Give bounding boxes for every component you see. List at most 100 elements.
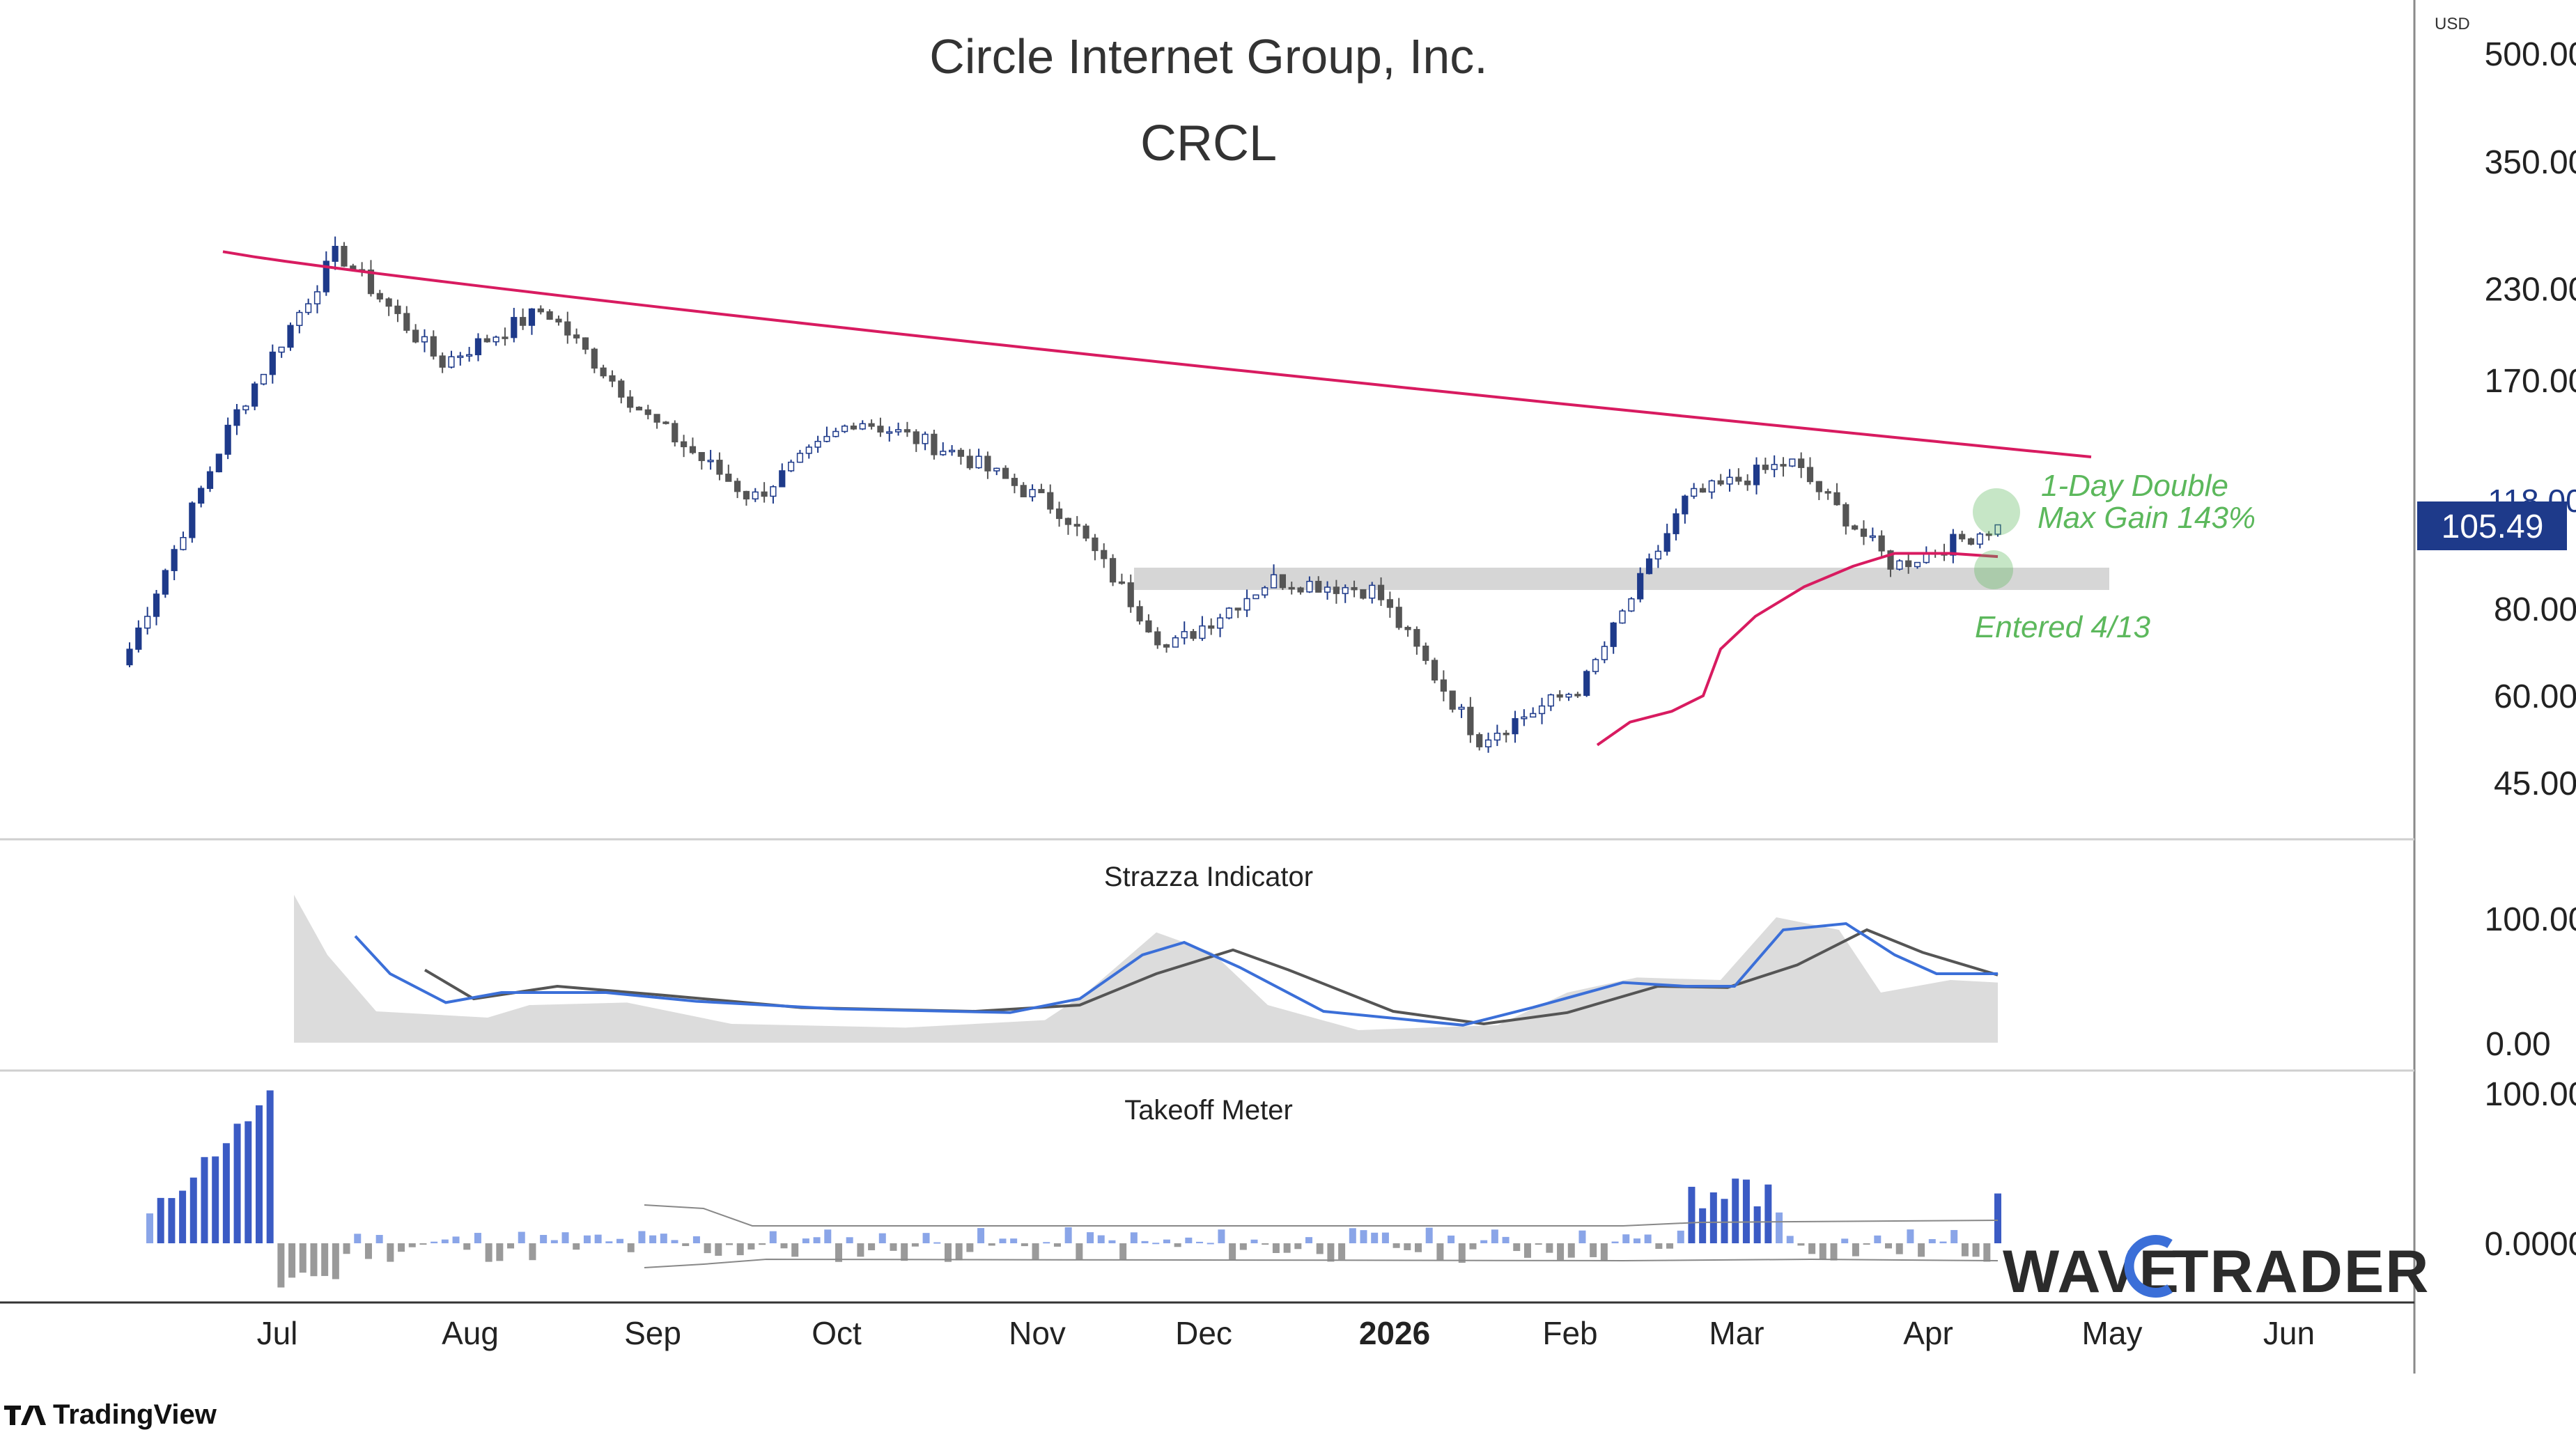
- candle: [635, 406, 643, 411]
- takeoff-bar: [1087, 1232, 1094, 1243]
- candle: [1127, 574, 1134, 613]
- candle: [135, 620, 142, 653]
- candle: [573, 328, 580, 344]
- takeoff-bar: [419, 1243, 427, 1245]
- takeoff-bar: [1130, 1232, 1138, 1243]
- candle: [796, 449, 804, 463]
- takeoff-bar: [824, 1229, 832, 1243]
- takeoff-bar: [1349, 1228, 1356, 1243]
- takeoff-bar: [1469, 1243, 1477, 1250]
- candle: [511, 307, 518, 343]
- candle: [1324, 581, 1331, 600]
- candle: [1789, 458, 1796, 467]
- candle: [1377, 577, 1385, 606]
- takeoff-bar: [1305, 1237, 1313, 1243]
- gain-annotation-line2: Max Gain 143%: [2038, 501, 2256, 535]
- candle: [814, 435, 821, 453]
- candle: [1395, 598, 1402, 630]
- candle: [144, 607, 151, 635]
- gain-annotation-line1: 1-Day Double: [2041, 469, 2228, 503]
- candle: [1994, 524, 2001, 537]
- takeoff-bar: [1436, 1243, 1444, 1261]
- takeoff-bar: [474, 1233, 481, 1243]
- takeoff-bar: [299, 1243, 307, 1273]
- entry-marker-circle: [1974, 550, 2013, 589]
- takeoff-bar: [1950, 1229, 1958, 1243]
- candle: [287, 322, 294, 351]
- candle: [189, 501, 196, 543]
- takeoff-bar: [452, 1236, 460, 1243]
- month-label: 2026: [1359, 1315, 1430, 1351]
- candle: [564, 311, 571, 344]
- candle: [520, 308, 527, 330]
- takeoff-bar: [1327, 1243, 1335, 1262]
- takeoff-bar: [857, 1243, 864, 1257]
- takeoff-bar: [212, 1156, 219, 1243]
- takeoff-bar: [660, 1234, 667, 1243]
- takeoff-bar: [1546, 1243, 1553, 1253]
- candlestick-series: [126, 236, 2001, 753]
- candle: [582, 337, 589, 355]
- takeoff-bar: [332, 1243, 339, 1279]
- takeoff-bar: [616, 1238, 624, 1243]
- candle: [1092, 534, 1099, 561]
- candle: [1959, 531, 1966, 543]
- takeoff-bar: [1174, 1243, 1181, 1247]
- candle: [1824, 488, 1831, 500]
- takeoff-bar: [1294, 1243, 1302, 1250]
- candle: [1682, 495, 1689, 524]
- candle: [877, 417, 884, 437]
- candle: [528, 308, 536, 335]
- takeoff-bar: [266, 1090, 274, 1243]
- candle: [412, 324, 419, 343]
- strazza-tick-100: 100.00: [2485, 901, 2576, 938]
- candle: [1449, 690, 1456, 713]
- candle: [725, 465, 732, 482]
- candle: [1654, 545, 1661, 568]
- takeoff-bar: [1655, 1243, 1663, 1249]
- candle: [1753, 457, 1760, 495]
- takeoff-bar: [1776, 1212, 1783, 1243]
- candle: [1404, 625, 1411, 637]
- takeoff-bar: [671, 1240, 678, 1243]
- takeoff-bar: [682, 1243, 690, 1246]
- takeoff-bar: [813, 1237, 821, 1243]
- candle: [242, 405, 249, 414]
- takeoff-bar: [179, 1190, 187, 1243]
- takeoff-bar: [769, 1231, 777, 1243]
- price-axis-tick: 170.00: [2485, 363, 2576, 400]
- candle: [457, 352, 464, 366]
- candle: [1699, 483, 1707, 493]
- takeoff-bar: [583, 1235, 591, 1243]
- candle: [224, 417, 231, 460]
- candle: [376, 290, 383, 303]
- price-axis-tick: 350.00: [2485, 144, 2576, 181]
- takeoff-bar: [1392, 1243, 1400, 1248]
- candle: [672, 420, 678, 446]
- candle: [1842, 502, 1849, 535]
- candle: [841, 424, 848, 433]
- candle: [1476, 732, 1483, 751]
- takeoff-bar: [507, 1243, 515, 1249]
- candle: [1905, 552, 1912, 574]
- takeoff-bar: [463, 1243, 471, 1250]
- takeoff-bar: [1338, 1243, 1346, 1260]
- candle: [260, 373, 267, 386]
- candle: [1744, 474, 1751, 491]
- takeoff-bar: [878, 1233, 886, 1243]
- takeoff-bar: [1874, 1235, 1881, 1243]
- candle: [1637, 567, 1644, 602]
- candle: [984, 451, 991, 479]
- candle: [1020, 482, 1027, 497]
- candle: [770, 485, 777, 504]
- takeoff-bar: [1753, 1206, 1761, 1243]
- takeoff-bar: [736, 1243, 744, 1256]
- takeoff-bar: [1272, 1243, 1280, 1253]
- candle: [1055, 501, 1063, 527]
- candle: [1270, 564, 1278, 589]
- candle: [1869, 527, 1876, 542]
- price-axis-tick: 230.00: [2485, 272, 2576, 309]
- candle: [251, 381, 258, 411]
- takeoff-band-upper: [644, 1204, 1999, 1227]
- candle: [1038, 483, 1045, 494]
